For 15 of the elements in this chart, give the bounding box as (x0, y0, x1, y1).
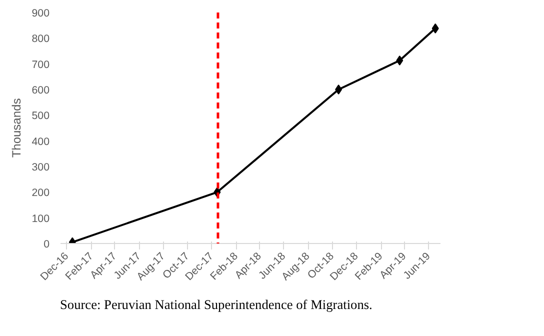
y-tick-label: 0 (44, 238, 50, 250)
y-tick-label: 600 (32, 84, 50, 96)
y-axis-title: Thousands (10, 98, 24, 158)
point (396, 55, 404, 66)
source-note: Source: Peruvian National Superintendence of Migrations. (60, 296, 372, 314)
y-tick-label: 200 (32, 187, 50, 200)
y-tick-label: 700 (32, 58, 50, 71)
y-tick-label: 400 (32, 136, 50, 148)
y-tick-label: 500 (32, 110, 50, 122)
point (335, 84, 342, 94)
y-tick-label: 900 (32, 8, 50, 20)
y-tick-label: 300 (32, 162, 50, 174)
point (432, 23, 439, 34)
y-tick-label: 100 (32, 212, 50, 225)
y-tick-label: 800 (32, 33, 50, 46)
